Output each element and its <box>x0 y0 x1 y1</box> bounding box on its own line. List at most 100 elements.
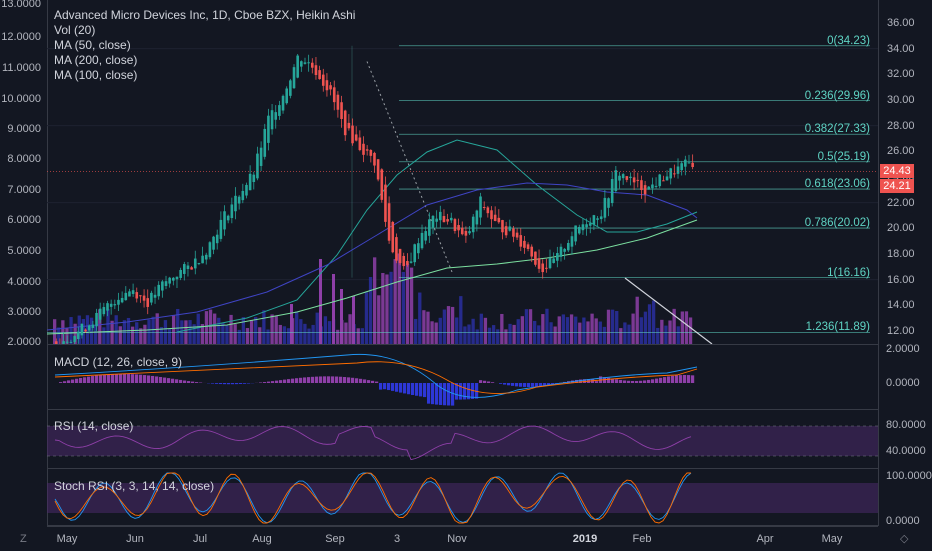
macd-histogram-bar <box>363 379 366 383</box>
macd-histogram-bar <box>419 383 422 396</box>
volume-bar <box>521 316 524 344</box>
time-axis-label: Nov <box>447 533 467 545</box>
candle-body <box>574 225 577 241</box>
candle-body <box>110 304 113 307</box>
macd-histogram-bar <box>691 375 694 383</box>
candle-body <box>340 102 343 119</box>
candle-body <box>201 256 204 264</box>
candle-body <box>611 179 614 203</box>
candle-body <box>669 168 672 178</box>
legend-ma100[interactable]: MA (100, close) <box>54 68 355 83</box>
macd-histogram-bar <box>111 374 114 383</box>
candle-body <box>640 180 643 190</box>
macd-histogram-bar <box>79 378 82 383</box>
volume-bar <box>652 301 655 344</box>
ma50-line <box>177 140 697 332</box>
volume-bar <box>119 326 122 344</box>
volume-bar <box>648 304 651 344</box>
macd-histogram-bar <box>135 374 138 383</box>
candle-body <box>333 87 336 102</box>
left-axis-tick: 3.0000 <box>7 306 41 318</box>
chart-title[interactable]: Advanced Micro Devices Inc, 1D, Cboe BZX… <box>54 8 355 23</box>
fib-level-label: 1(16.16) <box>750 267 870 279</box>
candle-body <box>157 285 160 296</box>
candle-body <box>688 163 691 164</box>
volume-bar <box>636 297 639 344</box>
macd-histogram-bar <box>595 381 598 383</box>
rsi-legend[interactable]: RSI (14, close) <box>54 419 133 434</box>
candle-body <box>183 264 186 274</box>
rsi-pane[interactable] <box>47 410 878 469</box>
candle-body <box>388 203 391 240</box>
macd-histogram-bar <box>355 378 358 383</box>
volume-bar <box>373 257 376 344</box>
legend-vol[interactable]: Vol (20) <box>54 23 355 38</box>
volume-bar <box>554 326 557 344</box>
candle-body <box>494 215 497 221</box>
volume-bar <box>463 326 466 344</box>
macd-histogram-bar <box>99 375 102 383</box>
candle-body <box>117 300 120 305</box>
volume-bar <box>443 310 446 344</box>
candle-body <box>373 153 376 166</box>
stoch-pane[interactable] <box>47 469 878 526</box>
zoom-icon[interactable]: Z <box>20 533 27 545</box>
macd-histogram-bar <box>663 377 666 383</box>
macd-histogram-bar <box>483 381 486 383</box>
macd-legend[interactable]: MACD (12, 26, close, 9) <box>54 355 182 370</box>
fib-level-label: 0.5(25.19) <box>750 151 870 163</box>
volume-bar <box>459 296 462 344</box>
candle-body <box>55 341 58 344</box>
right-axis-tick: 20.00 <box>887 222 915 234</box>
macd-histogram-bar <box>411 383 414 395</box>
candle-body <box>337 95 340 110</box>
macd-histogram-bar <box>107 374 110 383</box>
volume-bar <box>229 315 232 344</box>
macd-histogram-bar <box>371 381 374 383</box>
volume-bar <box>283 326 286 344</box>
macd-histogram-bar <box>687 375 690 383</box>
macd-histogram-bar <box>391 383 394 391</box>
macd-histogram-bar <box>623 380 626 383</box>
legend-ma200[interactable]: MA (200, close) <box>54 53 355 68</box>
volume-bar <box>250 320 253 344</box>
macd-histogram-bar <box>487 381 490 383</box>
volume-bar <box>685 311 688 344</box>
macd-histogram-bar <box>191 382 194 383</box>
volume-bar <box>640 317 643 344</box>
left-axis-tick: 4.0000 <box>7 276 41 288</box>
candle-body <box>143 296 146 301</box>
stoch-legend[interactable]: Stoch RSI (3, 3, 14, 14, close) <box>54 479 214 494</box>
right-axis-tick: 14.00 <box>887 299 915 311</box>
volume-bar <box>209 310 212 344</box>
candle-body <box>604 198 607 218</box>
volume-bar <box>311 325 314 344</box>
volume-bar <box>352 296 355 344</box>
left-axis-tick: 13.0000 <box>1 0 41 10</box>
candle-body <box>596 218 599 219</box>
macd-histogram-bar <box>359 379 362 383</box>
right-axis-tick: 36.00 <box>887 17 915 29</box>
volume-bar <box>106 309 109 344</box>
volume-bar <box>357 328 360 344</box>
volume-bar <box>578 323 581 344</box>
volume-bar <box>213 314 216 344</box>
candle-body <box>260 148 263 166</box>
macd-histogram-bar <box>311 377 314 383</box>
candle-body <box>344 111 347 136</box>
candle-body <box>187 266 190 269</box>
macd-histogram-bar <box>115 374 118 383</box>
legend-ma50[interactable]: MA (50, close) <box>54 38 355 53</box>
macd-histogram-bar <box>327 376 330 383</box>
volume-bar <box>394 259 397 344</box>
macd-histogram-bar <box>335 377 338 383</box>
candle-body <box>636 180 639 181</box>
candle-body <box>446 219 449 221</box>
volume-bar <box>287 328 290 344</box>
macd-histogram-bar <box>499 383 502 384</box>
right-axis-tick: 22.00 <box>887 197 915 209</box>
candle-body <box>644 185 647 194</box>
settings-icon[interactable]: ◇ <box>900 532 908 545</box>
